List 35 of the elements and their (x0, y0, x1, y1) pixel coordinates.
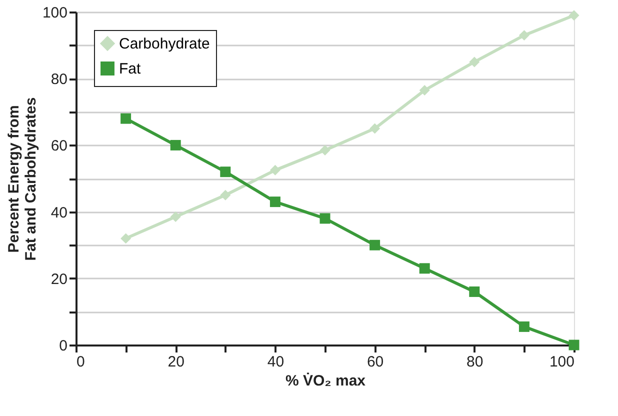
point (120, 113, 132, 124)
y-tick-label: 20 (50, 270, 68, 288)
point (270, 164, 280, 176)
point (270, 196, 280, 208)
point (370, 240, 380, 250)
legend-label: Fat (119, 60, 142, 78)
x-tick-label: 60 (366, 354, 384, 370)
y-tick-label: 80 (50, 71, 68, 88)
x-tick-label: 80 (466, 354, 484, 370)
point (320, 144, 330, 156)
y-tick-label: 40 (50, 204, 68, 222)
y-tick-label: 100 (42, 4, 68, 22)
point (170, 140, 181, 150)
x-tick-label: 0 (76, 354, 85, 370)
point (518, 30, 530, 41)
point (320, 213, 330, 224)
legend-label: Carbohydrate (119, 36, 210, 52)
x-axis-title: % V̇O₂ max (285, 372, 366, 390)
y-axis-title: Percent Energy from Fat and Carbohydrates (5, 97, 40, 261)
point (170, 212, 181, 222)
point (518, 321, 530, 332)
point (419, 85, 430, 96)
point (220, 166, 231, 178)
point (220, 190, 231, 200)
point (419, 263, 430, 274)
y-tick-label: 0 (59, 338, 68, 354)
x-tick-label: 20 (168, 354, 184, 370)
point (469, 286, 480, 297)
point (370, 123, 380, 134)
point (568, 10, 580, 21)
point (120, 233, 132, 244)
point (469, 56, 480, 68)
x-tick-label: 40 (267, 354, 284, 370)
y-tick-label: 60 (50, 138, 68, 155)
x-tick-label: 100 (549, 354, 574, 370)
